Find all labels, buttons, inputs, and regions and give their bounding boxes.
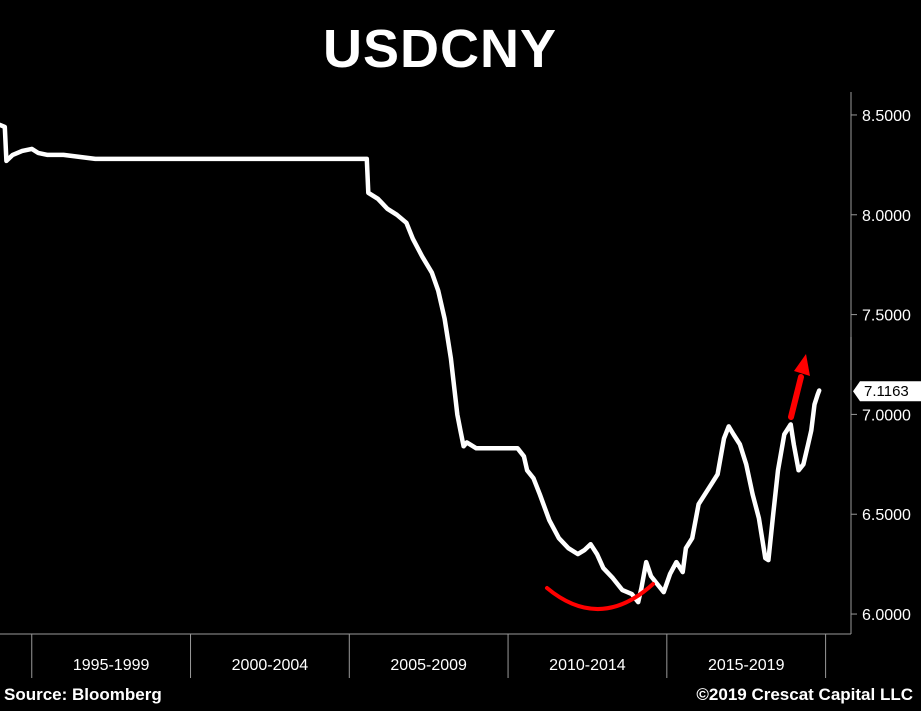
- bottom-curve-annotation: [545, 582, 655, 611]
- x-period-label: 2015-2019: [708, 657, 785, 674]
- x-period-label: 2000-2004: [232, 657, 309, 674]
- chart-title: USDCNY: [322, 19, 558, 79]
- x-period-label: 2005-2009: [390, 657, 467, 674]
- annotations: [545, 354, 810, 611]
- y-tick-label: 8.0000: [862, 208, 911, 225]
- y-tick-label: 6.0000: [862, 607, 911, 624]
- y-tick-label: 8.5000: [862, 108, 911, 125]
- price-line: [0, 122, 822, 605]
- x-period-label: 2010-2014: [549, 657, 626, 674]
- last-value-label: 7.1163: [864, 383, 909, 400]
- source-note: Source: Bloomberg: [4, 685, 162, 704]
- copyright-note: ©2019 Crescat Capital LLC: [696, 685, 913, 704]
- tick-labels: 6.0000 6.5000 7.0000 7.5000 8.0000 8.5000 1995…: [73, 108, 911, 674]
- last-value-marker: 7.1163: [850, 337, 921, 402]
- last-value-box: [853, 381, 921, 402]
- up-arrow-head: [794, 354, 810, 376]
- ticks: [31, 114, 857, 678]
- up-arrow-shaft: [788, 374, 804, 420]
- y-tick-label: 7.0000: [862, 407, 911, 424]
- series-line-usdcny: [0, 122, 822, 605]
- y-tick-label: 7.5000: [862, 308, 911, 325]
- y-tick-label: 6.5000: [862, 507, 911, 524]
- axes: [0, 92, 852, 635]
- x-period-label: 1995-1999: [73, 657, 150, 674]
